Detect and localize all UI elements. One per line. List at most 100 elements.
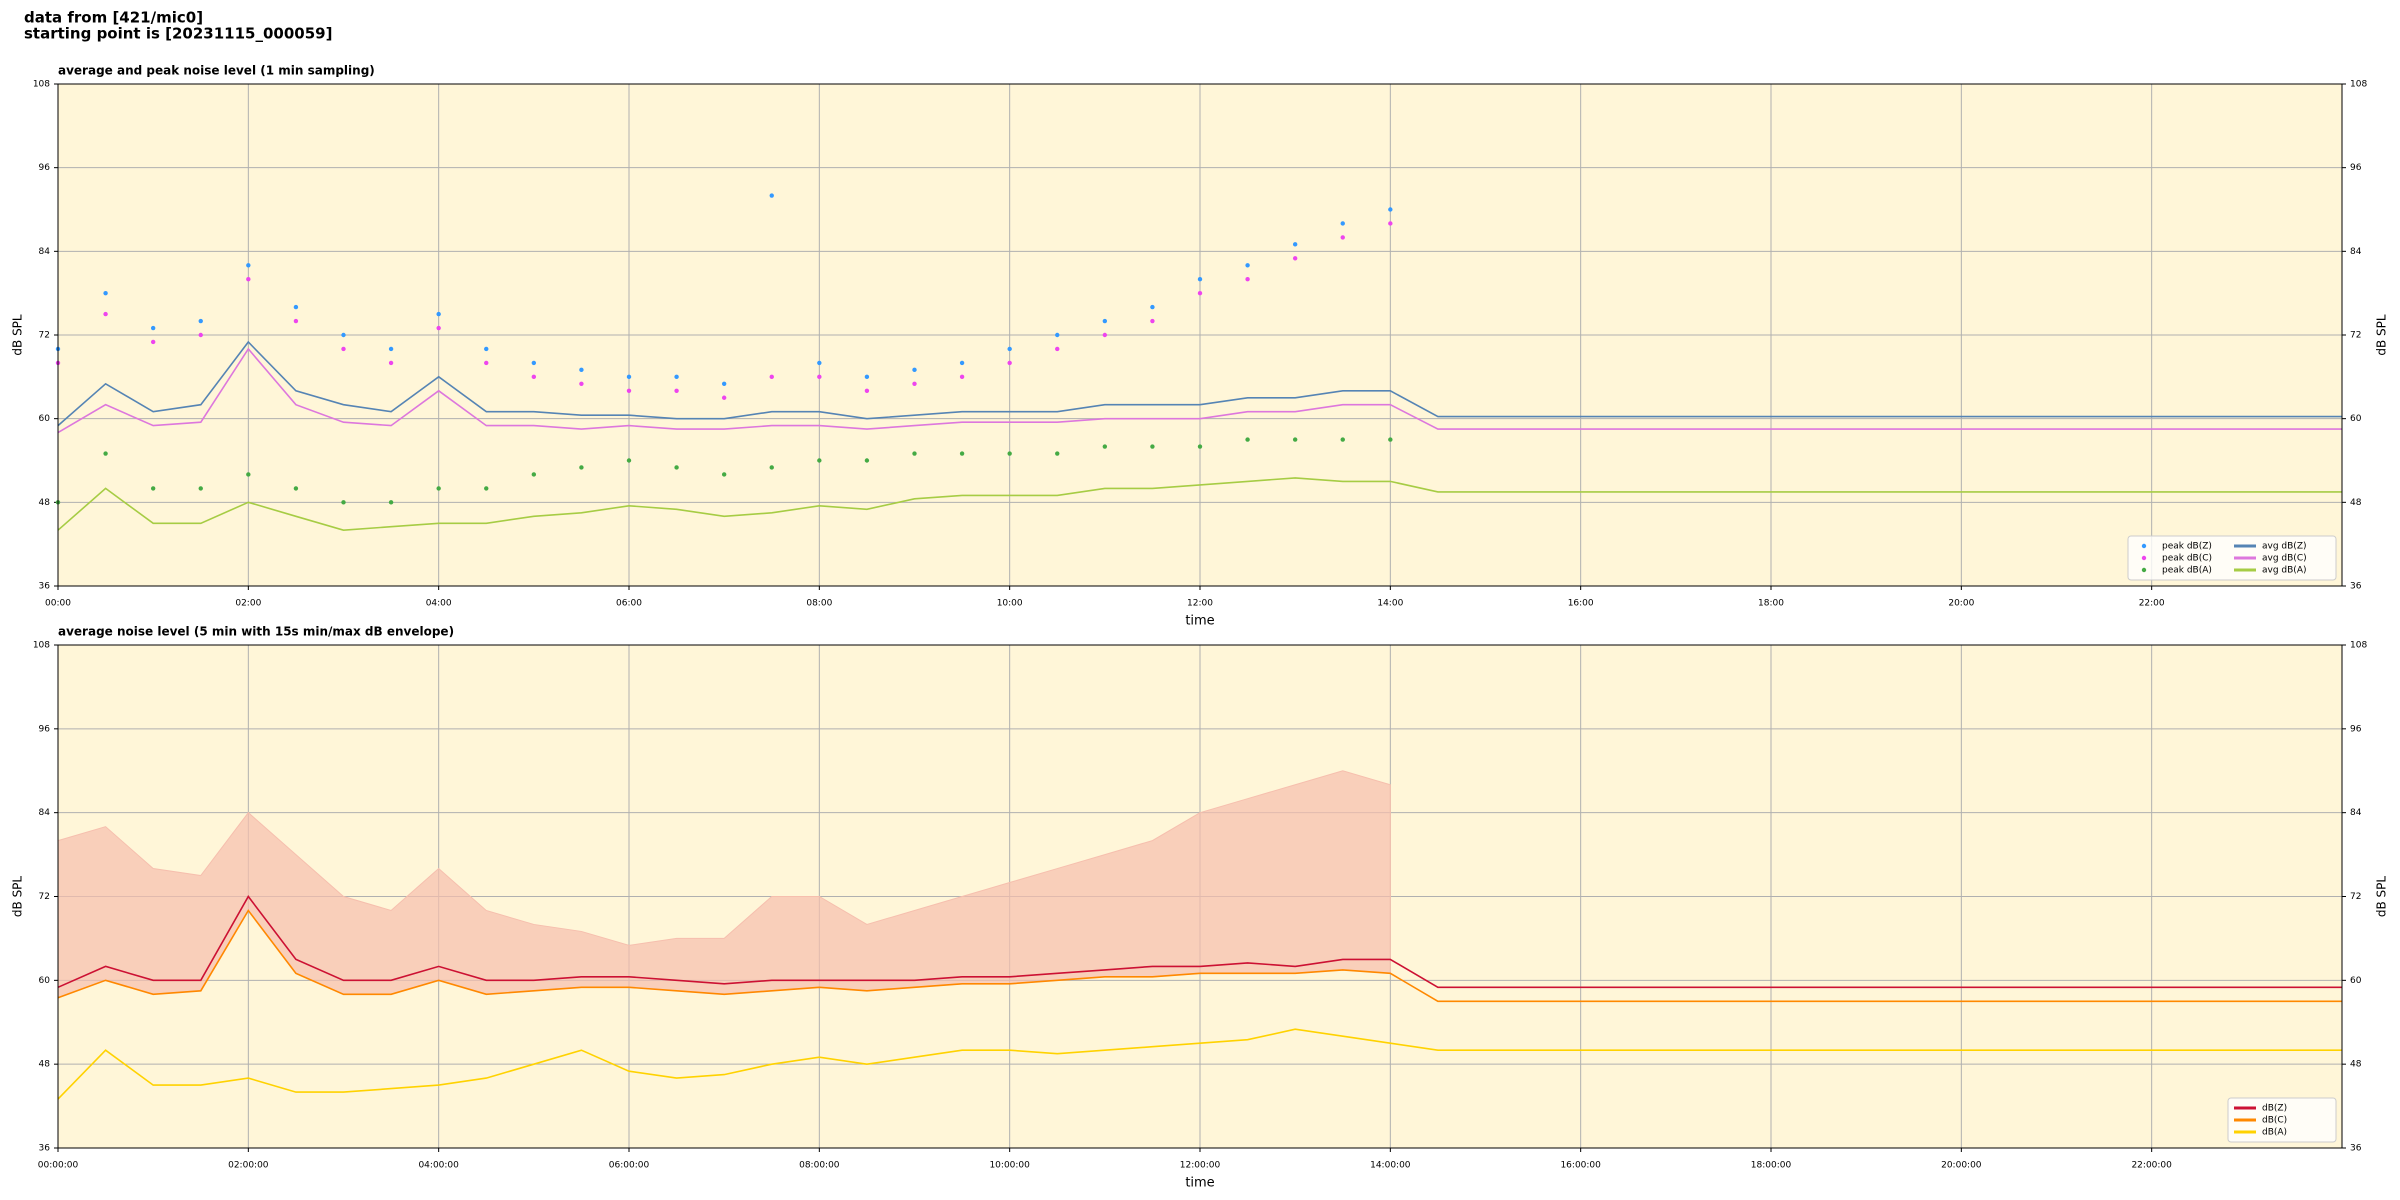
legend-label: dB(C) bbox=[2262, 1116, 2287, 1126]
y-tick-label: 48 bbox=[39, 1060, 51, 1070]
peak-point bbox=[1102, 444, 1108, 449]
x-tick-label: 16:00 bbox=[1568, 599, 1594, 609]
peak-point bbox=[341, 346, 346, 352]
peak-point bbox=[484, 346, 489, 352]
series-line bbox=[57, 1028, 2342, 1100]
legend bbox=[2127, 535, 2337, 581]
peak-point bbox=[626, 374, 632, 380]
peak-point bbox=[1197, 444, 1203, 449]
y-tick-label: 84 bbox=[2350, 808, 2362, 818]
peak-point bbox=[1055, 346, 1060, 352]
x-tick-label: 12:00:00 bbox=[1180, 1161, 1221, 1171]
peak-point bbox=[150, 486, 156, 491]
peak-point bbox=[959, 360, 965, 366]
peak-point bbox=[1007, 346, 1012, 352]
legend-label: avg dB(A) bbox=[2262, 566, 2306, 576]
plot-frame bbox=[57, 83, 2343, 587]
peak-point bbox=[721, 472, 727, 477]
peak-point bbox=[721, 395, 727, 400]
peak-point bbox=[388, 346, 394, 352]
y-axis-label: dB SPL bbox=[2375, 314, 2389, 356]
y-tick-label: 60 bbox=[39, 976, 51, 986]
y-axis-label: dB SPL bbox=[11, 314, 25, 356]
plot-frame bbox=[57, 644, 2343, 1149]
y-axis-label: dB SPL bbox=[11, 876, 25, 918]
series-line bbox=[57, 477, 2342, 532]
legend-marker bbox=[2141, 543, 2147, 549]
peak-point bbox=[674, 374, 679, 380]
peak-point bbox=[1150, 304, 1155, 310]
x-tick-label: 00:00:00 bbox=[38, 1161, 79, 1171]
peak-point bbox=[1340, 235, 1345, 240]
x-tick-label: 08:00 bbox=[806, 599, 832, 609]
chart-title: average and peak noise level (1 min samp… bbox=[58, 64, 375, 78]
y-tick-label: 108 bbox=[2350, 641, 2367, 651]
x-tick-label: 18:00:00 bbox=[1751, 1161, 1792, 1171]
x-tick-label: 04:00:00 bbox=[418, 1161, 459, 1171]
y-tick-label: 84 bbox=[39, 247, 51, 257]
x-tick-label: 18:00 bbox=[1758, 599, 1784, 609]
legend-label: dB(Z) bbox=[2262, 1104, 2287, 1114]
peak-point bbox=[388, 500, 394, 505]
peak-point bbox=[817, 458, 822, 463]
peak-point bbox=[484, 486, 489, 491]
x-tick-label: 10:00:00 bbox=[989, 1161, 1030, 1171]
peak-point bbox=[1007, 451, 1012, 456]
peak-point bbox=[1292, 242, 1298, 247]
peak-point bbox=[103, 290, 108, 296]
x-tick-label: 00:00 bbox=[45, 599, 71, 609]
x-tick-label: 22:00:00 bbox=[2131, 1161, 2172, 1171]
peak-point bbox=[1245, 263, 1250, 268]
peak-point bbox=[912, 451, 917, 456]
peak-point bbox=[579, 465, 584, 470]
legend-label: peak dB(C) bbox=[2162, 554, 2212, 564]
peak-point bbox=[388, 360, 394, 366]
peak-point bbox=[198, 318, 203, 324]
peak-point bbox=[674, 465, 679, 470]
series-line bbox=[57, 909, 2342, 1003]
peak-point bbox=[1292, 256, 1298, 261]
peak-point bbox=[912, 367, 917, 373]
peak-point bbox=[293, 304, 299, 310]
x-tick-label: 04:00 bbox=[426, 599, 452, 609]
y-tick-label: 96 bbox=[39, 163, 51, 173]
x-tick-label: 06:00:00 bbox=[609, 1161, 650, 1171]
header-line: data from [421/mic0] bbox=[24, 9, 203, 27]
peak-point bbox=[531, 472, 537, 477]
x-tick-label: 10:00 bbox=[997, 599, 1023, 609]
header-line: starting point is [20231115_000059] bbox=[24, 25, 332, 43]
peak-point bbox=[198, 332, 203, 338]
y-tick-label: 96 bbox=[39, 724, 51, 734]
x-tick-label: 02:00:00 bbox=[228, 1161, 269, 1171]
chart-title: average noise level (5 min with 15s min/… bbox=[58, 625, 454, 639]
peak-point bbox=[1055, 451, 1060, 456]
peak-point bbox=[579, 381, 584, 387]
peak-point bbox=[1340, 437, 1345, 442]
peak-point bbox=[674, 388, 679, 393]
peak-point bbox=[150, 325, 156, 331]
peak-point bbox=[1055, 332, 1060, 338]
y-axis-label: dB SPL bbox=[2375, 876, 2389, 918]
peak-point bbox=[769, 193, 774, 198]
peak-point bbox=[1292, 437, 1298, 442]
peak-point bbox=[436, 311, 441, 317]
peak-point bbox=[531, 374, 537, 380]
y-tick-label: 36 bbox=[2350, 1144, 2362, 1154]
series-line bbox=[57, 347, 2342, 434]
peak-point bbox=[1102, 318, 1108, 324]
peak-point bbox=[293, 318, 299, 324]
y-tick-label: 84 bbox=[39, 808, 51, 818]
peak-point bbox=[1340, 221, 1345, 226]
y-tick-label: 60 bbox=[2350, 976, 2362, 986]
series-line bbox=[57, 340, 2342, 427]
y-tick-label: 96 bbox=[2350, 163, 2362, 173]
peak-point bbox=[484, 360, 489, 366]
legend-marker bbox=[2141, 567, 2147, 573]
legend-label: peak dB(Z) bbox=[2162, 542, 2212, 552]
y-tick-label: 48 bbox=[2350, 1060, 2362, 1070]
peak-point bbox=[769, 374, 774, 380]
peak-point bbox=[1150, 444, 1155, 449]
x-tick-label: 12:00 bbox=[1187, 599, 1213, 609]
peak-point bbox=[817, 360, 822, 366]
